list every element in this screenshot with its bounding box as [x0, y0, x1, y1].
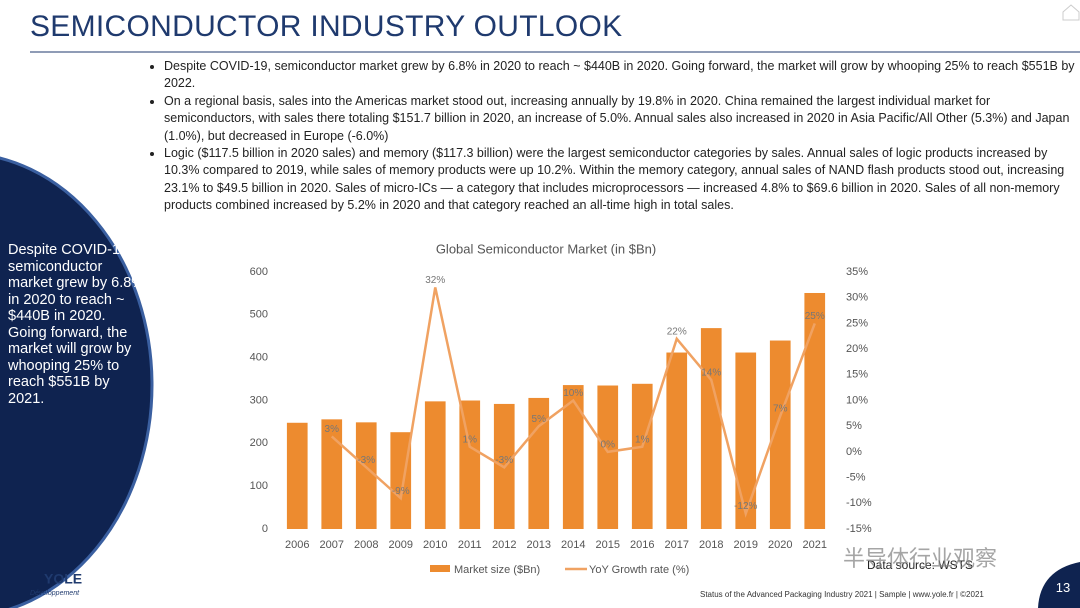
x-tick-label: 2009 [389, 539, 413, 551]
bar [355, 422, 377, 529]
line [330, 287, 816, 518]
bar [631, 383, 653, 529]
footer: Status of the Advanced Packaging Industr… [700, 590, 984, 599]
y-tick-label: 200 [250, 437, 268, 449]
legend-swatch [430, 565, 450, 572]
x-tick-label: 2015 [596, 539, 620, 551]
x-tick-label: 2012 [492, 539, 516, 551]
data-label: -3% [357, 455, 375, 466]
x-tick-label: 2011 [458, 539, 482, 551]
data-label: -3% [495, 455, 513, 466]
logo: YOLE [44, 571, 82, 587]
y2-tick-label: 5% [846, 420, 862, 432]
y2-tick-label: 35% [846, 266, 868, 278]
x-tick-label: 2018 [699, 539, 723, 551]
x-tick-label: 2021 [803, 539, 827, 551]
data-label: 25% [805, 311, 825, 322]
y2-tick-label: 20% [846, 343, 868, 355]
x-tick-label: 2010 [423, 539, 447, 551]
data-label: 10% [563, 388, 583, 399]
data-label: 14% [701, 368, 721, 379]
x-tick-label: 2017 [665, 539, 689, 551]
page-number: 13 [1055, 580, 1071, 595]
bar [769, 340, 791, 529]
x-tick-label: 2020 [768, 539, 792, 551]
y-tick-label: 300 [250, 394, 268, 406]
bullet: Despite COVID-19, semiconductor market g… [164, 58, 1080, 93]
bar [286, 422, 308, 529]
x-tick-label: 2014 [561, 539, 585, 551]
y2-tick-label: 0% [846, 446, 862, 458]
bar [562, 385, 584, 529]
y2-tick-label: -5% [846, 472, 866, 484]
data-label: 1% [463, 434, 478, 445]
x-tick-label: 2008 [354, 539, 378, 551]
bar [321, 419, 343, 529]
data-label: -9% [392, 486, 410, 497]
bar [804, 292, 826, 529]
source-note: Data source: WSTS [867, 558, 973, 572]
bar [597, 385, 619, 529]
bullet-list: Despite COVID-19, semiconductor market g… [140, 58, 1080, 215]
data-label: 0% [601, 440, 616, 451]
x-tick-label: 2019 [734, 539, 758, 551]
data-label: 32% [425, 275, 445, 286]
slide-title: SEMICONDUCTOR INDUSTRY OUTLOOK [30, 10, 623, 43]
bar [735, 352, 757, 529]
y2-tick-label: 30% [846, 292, 868, 304]
data-label: 7% [773, 404, 788, 415]
sidebar-shape [0, 156, 154, 608]
page-badge [1038, 562, 1080, 608]
y-tick-label: 0 [262, 523, 268, 535]
y2-tick-label: -15% [846, 523, 872, 535]
y2-tick-label: 10% [846, 394, 868, 406]
bullet: On a regional basis, sales into the Amer… [164, 93, 1080, 145]
data-label: 3% [325, 424, 340, 435]
bullet: Logic ($117.5 billion in 2020 sales) and… [164, 145, 1080, 215]
data-label: -12% [734, 501, 757, 512]
sidebar-text: Despite COVID-19, semiconductor market g… [8, 242, 145, 407]
x-tick-label: 2016 [630, 539, 654, 551]
bar [424, 401, 446, 529]
y2-tick-label: 15% [846, 369, 868, 381]
x-tick-label: 2007 [320, 539, 344, 551]
y2-tick-label: -10% [846, 497, 872, 509]
chart-title: Global Semiconductor Market (in $Bn) [436, 241, 656, 256]
home-icon [1062, 4, 1080, 21]
watermark: 半导体行业观察 [843, 546, 997, 571]
x-tick-label: 2013 [527, 539, 551, 551]
data-label: 5% [532, 414, 547, 425]
x-tick-label: 2006 [285, 539, 309, 551]
bar [666, 352, 688, 529]
y2-tick-label: 25% [846, 317, 868, 329]
data-label: 22% [667, 326, 687, 337]
y-tick-label: 400 [250, 352, 268, 364]
data-label: 1% [635, 434, 650, 445]
bar [390, 432, 412, 529]
bar [700, 328, 722, 529]
y-tick-label: 600 [250, 266, 268, 278]
y-tick-label: 500 [250, 309, 268, 321]
y-tick-label: 100 [250, 480, 268, 492]
logo-sub: Développement [30, 590, 80, 597]
legend-label: YoY Growth rate (%) [589, 564, 689, 576]
legend-label: Market size ($Bn) [454, 564, 540, 576]
bar [459, 400, 481, 529]
